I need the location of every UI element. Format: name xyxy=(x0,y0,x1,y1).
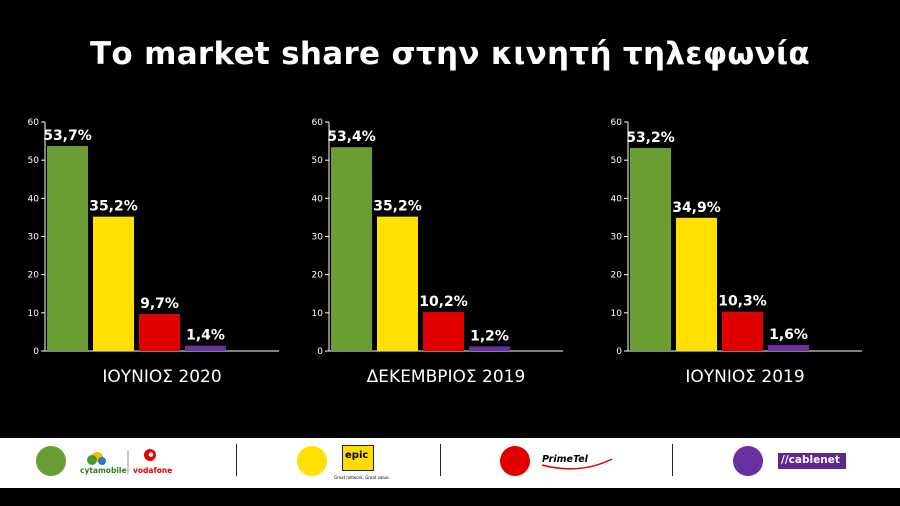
chart-period-label: ΔΕΚΕΜΒΡΙΟΣ 2019 xyxy=(367,367,526,387)
page-title: Το market share στην κινητή τηλεφωνία xyxy=(89,36,811,72)
y-tick-label: 40 xyxy=(28,194,40,204)
vodafone-logo-text: vodafone xyxy=(133,466,173,475)
y-tick-label: 0 xyxy=(317,347,323,357)
cyta-vodafone-logo: cytamobile vodafone xyxy=(80,446,175,478)
legend-green-dot xyxy=(36,446,66,476)
bar-PrimeTel xyxy=(139,313,180,351)
y-tick-label: 20 xyxy=(28,271,40,281)
chart-period-label: ΙΟΥΝΙΟΣ 2020 xyxy=(102,367,221,387)
y-tick-label: 60 xyxy=(312,118,324,128)
primetel-swoosh-icon xyxy=(541,458,613,470)
bar-epic xyxy=(676,217,717,351)
bar-PrimeTel xyxy=(722,311,763,351)
y-tick-label: 50 xyxy=(28,156,40,166)
bar-value-label: 35,2% xyxy=(89,199,138,215)
bar-value-label: 34,9% xyxy=(672,200,721,216)
epic-logo-tagline: Great network. Great value. xyxy=(334,475,390,480)
chart-period-label: ΙΟΥΝΙΟΣ 2019 xyxy=(685,367,804,387)
y-tick-label: 40 xyxy=(611,194,623,204)
bar-cytamobile-vodafone xyxy=(630,147,671,351)
legend-separator xyxy=(672,444,673,476)
operator-legend: cytamobile vodafone epic Great network. … xyxy=(0,438,900,488)
cablenet-logo-text: //cablenet xyxy=(781,454,840,466)
bar-cytamobile-vodafone xyxy=(331,147,372,351)
cyta-vodafone-logo-icon xyxy=(87,449,156,474)
bar-value-label: 53,4% xyxy=(327,129,376,145)
bar-cablenet xyxy=(185,345,226,351)
epic-logo-box xyxy=(342,445,374,471)
y-tick-label: 10 xyxy=(28,309,40,319)
bar-value-label: 53,7% xyxy=(43,128,92,144)
y-tick-label: 10 xyxy=(611,309,623,319)
primetel-logo-text: PrimeTel xyxy=(542,454,588,465)
y-tick-label: 0 xyxy=(616,347,622,357)
y-tick-label: 60 xyxy=(28,118,40,128)
epic-logo-text: epic xyxy=(345,450,369,461)
y-tick-label: 20 xyxy=(611,271,623,281)
y-tick-label: 20 xyxy=(312,271,324,281)
cyta-logo-text: cytamobile xyxy=(80,466,127,475)
y-tick-label: 50 xyxy=(312,156,324,166)
bar-cablenet xyxy=(768,344,809,351)
bar-value-label: 9,7% xyxy=(140,296,179,312)
y-tick-label: 30 xyxy=(28,233,40,243)
legend-separator xyxy=(236,444,237,476)
y-tick-label: 30 xyxy=(611,233,623,243)
legend-purple-dot xyxy=(733,446,763,476)
primetel-logo: PrimeTel xyxy=(540,453,615,473)
bar-value-label: 53,2% xyxy=(626,130,675,146)
y-tick-label: 0 xyxy=(33,347,39,357)
bar-value-label: 1,4% xyxy=(186,328,225,344)
y-tick-label: 10 xyxy=(312,309,324,319)
bar-cytamobile-vodafone xyxy=(47,146,88,351)
bar-value-label: 1,2% xyxy=(470,328,509,344)
bar-value-label: 1,6% xyxy=(769,327,808,343)
cablenet-logo: //cablenet xyxy=(778,453,846,469)
y-tick-label: 60 xyxy=(611,118,623,128)
bar-value-label: 35,2% xyxy=(373,199,422,215)
legend-separator xyxy=(440,444,441,476)
bar-cablenet xyxy=(469,346,510,351)
bar-epic xyxy=(377,216,418,351)
bar-value-label: 10,3% xyxy=(718,294,767,310)
bar-value-label: 10,2% xyxy=(419,294,468,310)
epic-logo: epic Great network. Great value. xyxy=(334,445,402,483)
legend-yellow-dot xyxy=(297,446,327,476)
legend-red-dot xyxy=(500,446,530,476)
y-tick-label: 40 xyxy=(312,194,324,204)
bar-epic xyxy=(93,216,134,351)
bar-PrimeTel xyxy=(423,312,464,351)
y-tick-label: 50 xyxy=(611,156,623,166)
y-tick-label: 30 xyxy=(312,233,324,243)
